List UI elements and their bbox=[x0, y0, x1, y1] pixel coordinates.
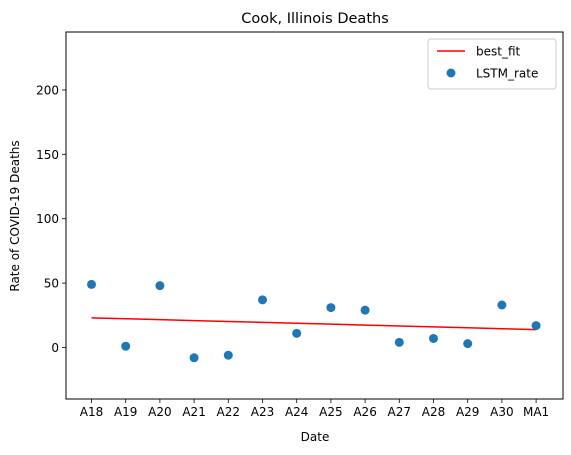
x-tick-label: A20 bbox=[148, 405, 171, 419]
x-tick-label: A18 bbox=[80, 405, 103, 419]
lstm-rate-point bbox=[121, 341, 131, 351]
axes-layer: A18 A19 A20 A21 A22 A23 A24 A25 A26 A27 A28 A29 A30 M… bbox=[36, 83, 549, 419]
y-tick-label: 0 bbox=[51, 341, 59, 355]
x-axis-label: Date bbox=[301, 430, 330, 444]
y-tick-label: 200 bbox=[36, 83, 59, 97]
x-tick-label: A26 bbox=[353, 405, 376, 419]
lstm-rate-point bbox=[394, 337, 404, 347]
x-tick-label: MA1 bbox=[523, 405, 549, 419]
x-tick-label: A29 bbox=[456, 405, 479, 419]
plot-area bbox=[66, 32, 563, 399]
legend-label: best_fit bbox=[476, 45, 521, 59]
x-tick-label: A25 bbox=[319, 405, 342, 419]
lstm-rate-point bbox=[497, 300, 507, 310]
lstm-rate-point bbox=[155, 281, 165, 291]
x-tick-label: A21 bbox=[182, 405, 205, 419]
legend: best_fit LSTM_rate bbox=[427, 38, 557, 90]
x-tick-label: A19 bbox=[114, 405, 137, 419]
lstm-rate-point bbox=[258, 295, 267, 305]
x-tick-label: A28 bbox=[422, 405, 445, 419]
lstm-rate-point bbox=[531, 321, 541, 331]
x-tick-label: A23 bbox=[251, 405, 274, 419]
y-tick-label: 50 bbox=[44, 277, 59, 291]
x-tick-label: A24 bbox=[285, 405, 308, 419]
x-tick-label: A27 bbox=[388, 405, 411, 419]
lstm-rate-point bbox=[292, 328, 302, 338]
lstm-rate-point bbox=[360, 305, 370, 315]
lstm-rate-point bbox=[326, 303, 336, 313]
plot-frame bbox=[65, 31, 564, 400]
legend-label: LSTM_rate bbox=[476, 67, 538, 81]
y-tick-label: 100 bbox=[36, 212, 59, 226]
lstm-rate-point bbox=[429, 333, 438, 343]
legend-marker-swatch bbox=[446, 68, 456, 78]
lstm-rate-point bbox=[463, 339, 473, 349]
x-tick-label: A22 bbox=[217, 405, 240, 419]
lstm-rate-point bbox=[189, 353, 199, 363]
x-tick-label: A30 bbox=[490, 405, 513, 419]
y-tick-label: 150 bbox=[36, 148, 59, 162]
best-fit-line bbox=[91, 317, 537, 331]
lstm-rate-point bbox=[87, 279, 96, 289]
chart-title: Cook, Illinois Deaths bbox=[241, 11, 389, 27]
y-axis-label: Rate of COVID-19 Deaths bbox=[8, 140, 22, 291]
series-layer bbox=[87, 279, 541, 363]
lstm-rate-point bbox=[223, 350, 233, 360]
